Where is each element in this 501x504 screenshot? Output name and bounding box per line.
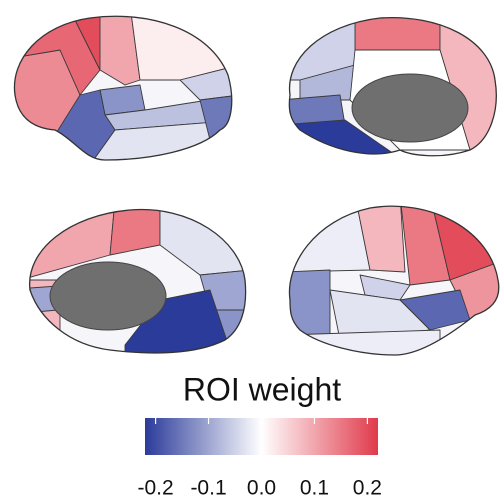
figure: ROI weight -0.2 -0.1 0.0 0.1 0.2: [0, 0, 501, 504]
medial-wall: [50, 262, 166, 330]
colorbar-tick-label: -0.1: [190, 477, 226, 500]
brain-view: [20, 200, 250, 360]
colorbar-tick-label: -0.2: [137, 477, 173, 500]
medial-wall: [352, 74, 468, 142]
brain-view: [280, 10, 501, 165]
colorbar-tick-label: 0.1: [300, 477, 329, 500]
brain-view: [285, 195, 501, 360]
brain-view: [0, 5, 240, 170]
colorbar-tick-label: 0.0: [247, 477, 276, 500]
brain-region: [285, 270, 330, 335]
colorbar-title: ROI weight: [183, 371, 341, 407]
colorbar-tick-label: 0.2: [353, 477, 382, 500]
brain-region: [110, 200, 160, 255]
brain-region: [285, 330, 440, 360]
brain-region: [355, 10, 440, 50]
